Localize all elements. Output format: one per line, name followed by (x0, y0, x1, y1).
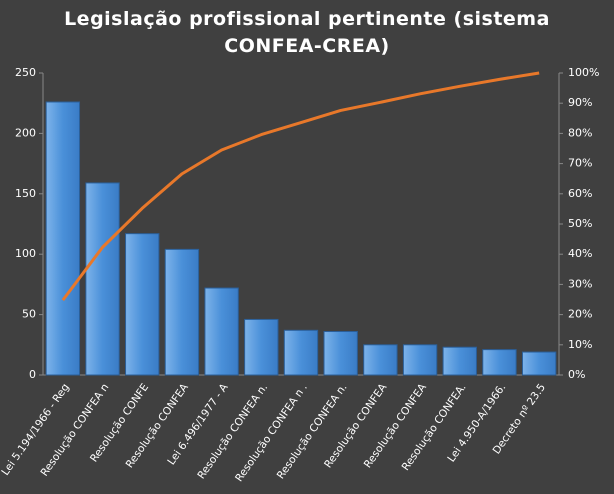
y2-tick-label: 0% (568, 368, 585, 381)
bar (204, 287, 239, 376)
y-tick-label: 150 (15, 187, 36, 200)
bar (45, 101, 81, 376)
bar (402, 344, 438, 376)
y2-tick-label: 20% (568, 308, 592, 321)
y-tick-label: 100 (15, 247, 36, 260)
x-tick-label: Resolução CONFEA n. (195, 382, 270, 482)
chart-title: Legislação profissional pertinente (sist… (64, 8, 550, 57)
y2-tick-label: 70% (568, 157, 592, 170)
y-tick-label: 200 (15, 126, 36, 139)
bar (283, 329, 319, 376)
x-tick-label: Lei 5.194/1966 - Reg (0, 382, 72, 478)
y2-tick-label: 60% (568, 187, 592, 200)
x-tick-label: Resolução CONFEA n (39, 382, 112, 479)
bar (442, 346, 477, 376)
y-tick-label: 50 (22, 308, 36, 321)
cumulative-line (61, 71, 540, 302)
bar (244, 318, 279, 376)
y2-tick-label: 10% (568, 338, 592, 351)
bar (125, 233, 160, 376)
x-tick-label: Resolução CONFEA n. (275, 382, 350, 482)
y2-tick-label: 40% (568, 247, 592, 260)
y2-tick-label: 100% (568, 66, 599, 79)
bar (85, 182, 120, 376)
bar (521, 351, 557, 376)
y2-tick-label: 90% (568, 96, 592, 109)
y2-tick-label: 80% (568, 126, 592, 139)
x-tick-label: Resolução CONFEA n . (233, 382, 310, 484)
bar (323, 331, 358, 376)
bar (482, 349, 517, 376)
bar (164, 248, 200, 376)
y2-tick-label: 50% (568, 217, 592, 230)
bar (363, 344, 398, 376)
y-tick-label: 0 (29, 368, 36, 381)
y2-tick-label: 30% (568, 277, 592, 290)
y-tick-label: 250 (15, 66, 36, 79)
